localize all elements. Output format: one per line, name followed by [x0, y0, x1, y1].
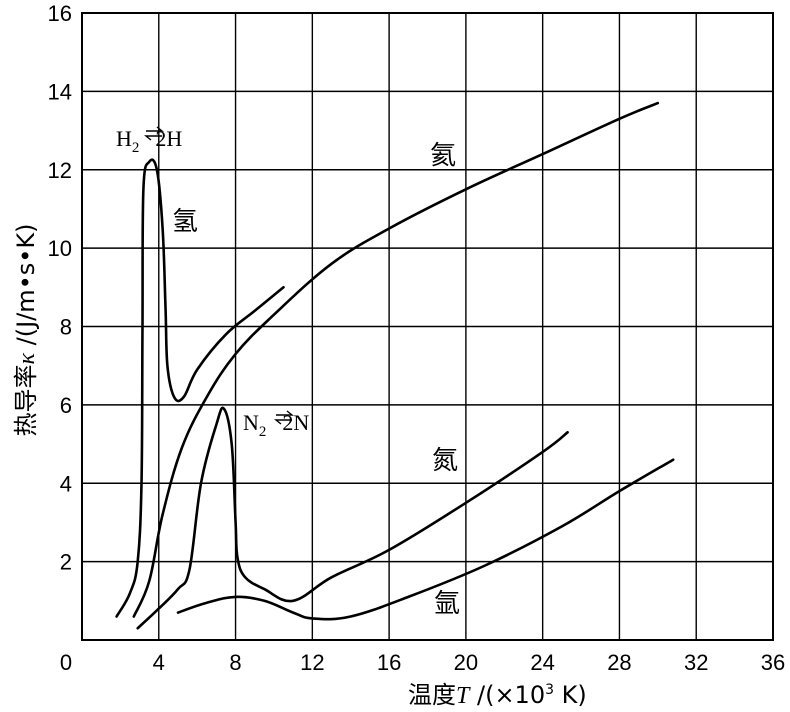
y-tick-label: 16 [48, 1, 72, 26]
x-tick-label: 0 [60, 650, 72, 675]
y-tick-label: 4 [60, 471, 72, 496]
hydrogen-label: 氢 [172, 207, 198, 237]
y-tick-label: 2 [60, 550, 72, 575]
y-tick-label: 12 [48, 158, 72, 183]
x-tick-label: 32 [684, 650, 708, 675]
n2-equilibrium-arrows-icon [274, 410, 294, 425]
helium-label: 氦 [430, 141, 456, 171]
y-tick-label: 6 [60, 393, 72, 418]
x-axis-title: 温度T /(×103 K) [408, 681, 587, 709]
x-tick-labels: 0 4 8 12 16 20 24 28 32 36 [60, 650, 785, 675]
argon-curve [176, 458, 675, 621]
x-tick-label: 4 [153, 650, 165, 675]
y-tick-labels: 2 4 6 8 10 12 14 16 [48, 1, 72, 575]
argon-label: 氩 [434, 589, 460, 619]
nitrogen-curve [136, 406, 569, 630]
x-tick-label: 20 [454, 650, 478, 675]
x-tick-label: 16 [377, 650, 401, 675]
y-axis-title: 热导率κ /(J/m•s•K) [12, 223, 40, 436]
x-tick-label: 12 [300, 650, 324, 675]
series-curves [115, 101, 675, 630]
y-tick-label: 14 [48, 79, 72, 104]
n2-dissociation-label: N2 2N [243, 410, 309, 440]
plot-frame [81, 12, 774, 641]
x-tick-label: 36 [761, 650, 785, 675]
h2-equilibrium-arrows-icon [144, 126, 164, 141]
grid-lines [82, 13, 773, 640]
helium-curve [132, 101, 660, 618]
y-tick-label: 8 [60, 315, 72, 340]
x-tick-label: 8 [229, 650, 241, 675]
hydrogen-curve [115, 158, 285, 618]
x-tick-label: 24 [530, 650, 554, 675]
y-tick-label: 10 [48, 236, 72, 261]
x-tick-label: 28 [607, 650, 631, 675]
nitrogen-label: 氮 [432, 446, 458, 476]
